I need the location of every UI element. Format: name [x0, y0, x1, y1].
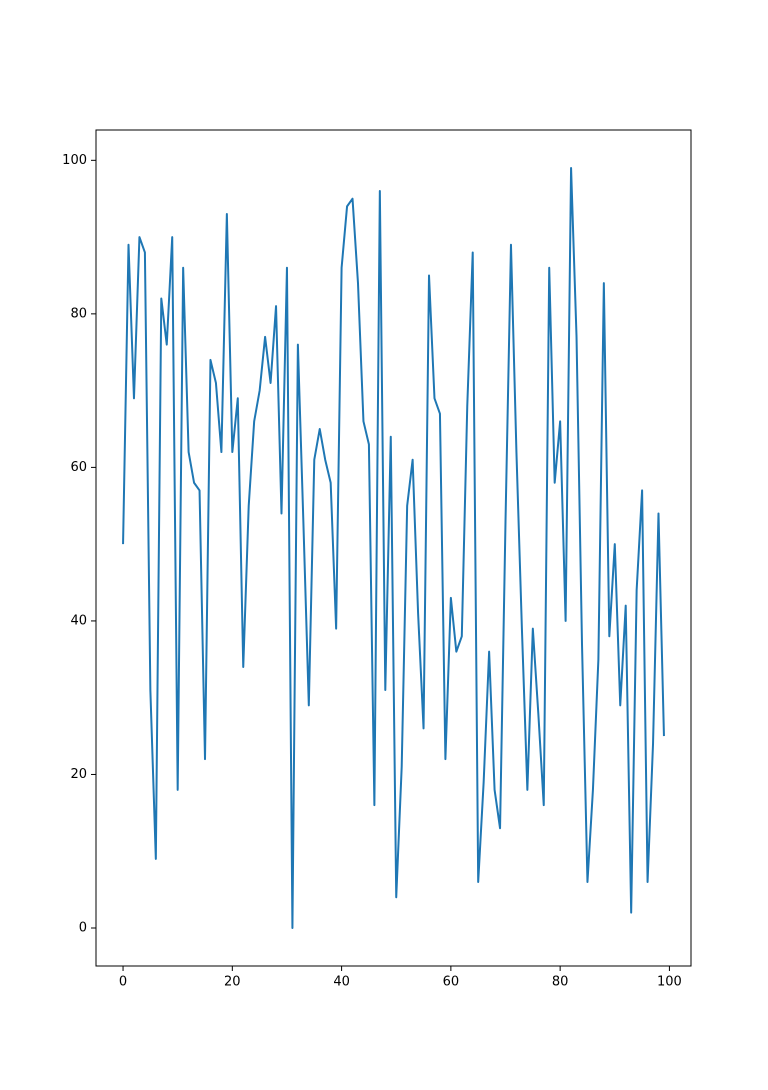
- x-tick-label: 100: [657, 975, 682, 990]
- x-tick-label: 60: [443, 975, 460, 990]
- y-tick-label: 20: [70, 767, 87, 782]
- plot-frame: [95, 129, 692, 967]
- y-tick-label: 60: [70, 460, 87, 475]
- y-tick-label: 0: [79, 921, 87, 936]
- x-tick-label: 40: [333, 975, 350, 990]
- y-tick-label: 80: [70, 306, 87, 321]
- x-tick-label: 0: [119, 975, 127, 990]
- x-tick-label: 80: [552, 975, 569, 990]
- y-tick-label: 100: [62, 153, 87, 168]
- data-line: [122, 167, 665, 929]
- x-tick-label: 20: [224, 975, 241, 990]
- y-tick-label: 40: [70, 613, 87, 628]
